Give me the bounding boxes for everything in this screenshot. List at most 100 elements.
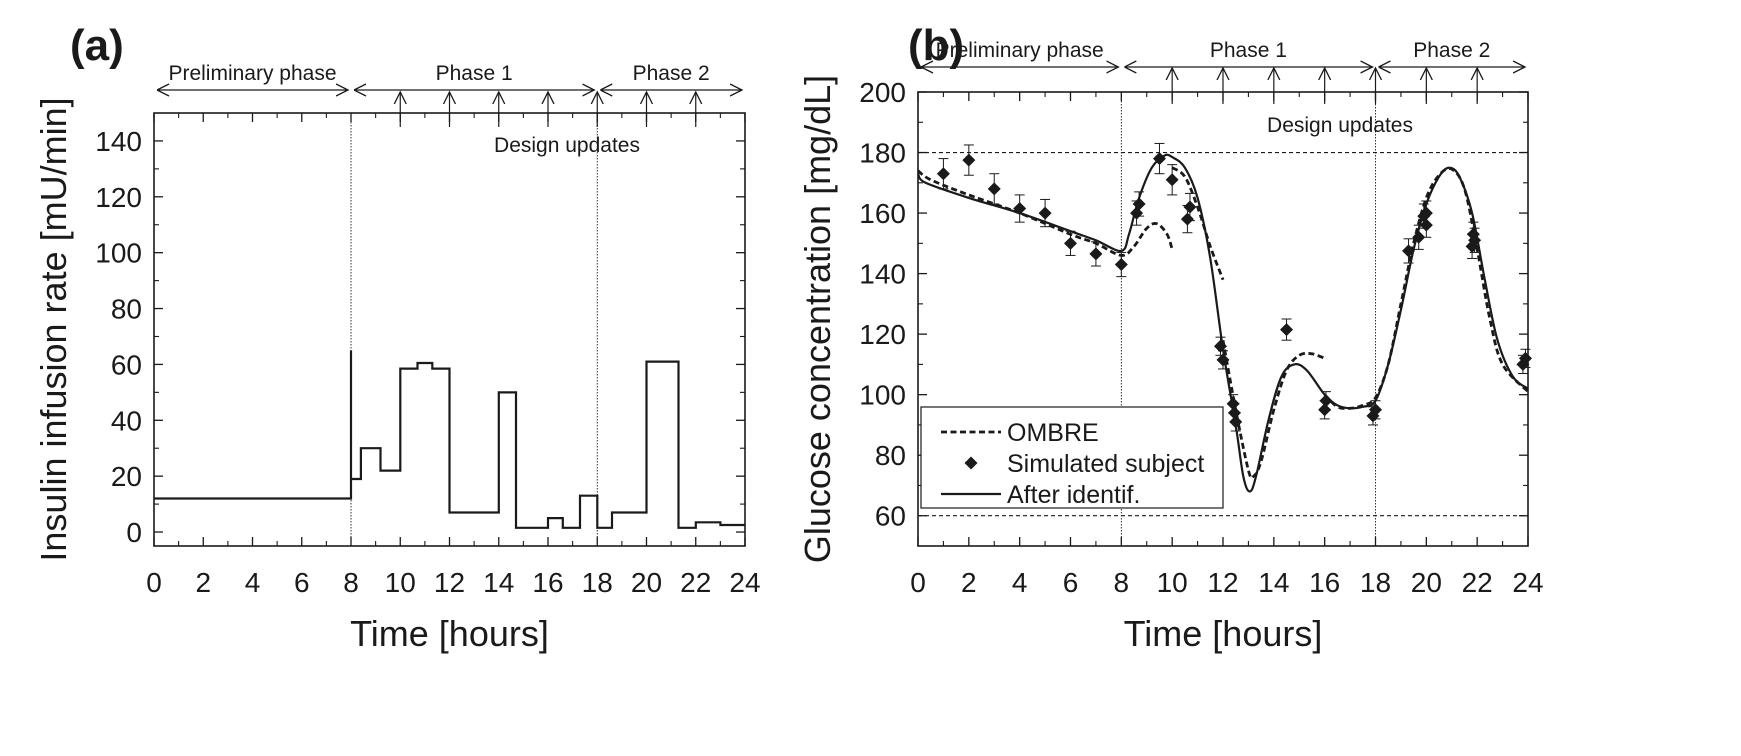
p1-ytick-label-0: 60 — [875, 501, 906, 532]
simulated-subject-point-24 — [1402, 238, 1416, 264]
ombre-curve-segment-0 — [917, 169, 1174, 257]
p0-ytick-label-7: 140 — [95, 126, 142, 157]
diamond-marker — [1468, 233, 1482, 247]
p1-phase-label-1: Phase 1 — [1210, 39, 1287, 62]
p0-xtick-label-9: 18 — [582, 567, 613, 598]
ombre-curve-segment-1 — [1171, 166, 1225, 281]
diamond-marker — [1369, 403, 1382, 417]
simulated-subject-point-3 — [1013, 194, 1027, 223]
p1-xtick-label-12: 24 — [1512, 567, 1543, 598]
diamond-marker — [1064, 236, 1077, 250]
p1-xtick-label-5: 10 — [1157, 567, 1188, 598]
p1-ytick-label-7: 200 — [859, 77, 906, 108]
diamond-marker — [1130, 206, 1144, 220]
p1-ytick-label-3: 120 — [859, 319, 906, 350]
diamond-marker — [1180, 212, 1194, 226]
diamond-marker — [1114, 258, 1128, 272]
p1-phase-label-2: Phase 2 — [1413, 39, 1490, 62]
p1-xtick-label-8: 16 — [1309, 567, 1340, 598]
p1-ytick-label-2: 100 — [859, 380, 906, 411]
p0-phase-label-2: Phase 2 — [633, 62, 710, 85]
p0-xtick-label-11: 22 — [680, 567, 711, 598]
diamond-marker — [1280, 323, 1294, 337]
p1-ytick-label-5: 160 — [859, 198, 906, 229]
legend-label-2: After identif. — [1007, 481, 1140, 509]
simulated-subject-point-2 — [987, 173, 1001, 205]
simulated-subject-point-9 — [1132, 191, 1146, 217]
p0-ytick-label-1: 20 — [111, 461, 142, 492]
simulated-subject-point-14 — [1213, 336, 1227, 356]
simulated-subject-point-0 — [936, 158, 950, 190]
diamond-marker — [1229, 415, 1243, 429]
simulated-subject-point-4 — [1038, 198, 1052, 228]
p1-xtick-label-11: 22 — [1462, 567, 1493, 598]
simulated-subject-point-28 — [1419, 200, 1433, 226]
p0-ytick-label-4: 80 — [111, 294, 142, 325]
ombre-curve-segment-2 — [1221, 339, 1326, 480]
simulated-subject-point-7 — [1114, 251, 1128, 278]
diamond-marker — [1038, 206, 1052, 220]
p1-ytick-label-6: 180 — [859, 138, 906, 169]
p0-x-axis-title: Time [hours] — [350, 613, 549, 654]
diamond-marker — [962, 153, 976, 167]
p0-xtick-label-8: 16 — [532, 567, 563, 598]
p1-xtick-label-10: 20 — [1411, 567, 1442, 598]
simulated-subject-point-6 — [1089, 241, 1103, 267]
legend: OMBRE Simulated subject After identif. — [920, 406, 1224, 509]
p0-xtick-label-3: 6 — [294, 567, 310, 598]
diamond-marker — [1013, 202, 1027, 216]
diamond-marker — [987, 182, 1001, 196]
panel-b: (b) 0 2 4 6 8 10 12 14 16 18 20 22 24608010012014016… — [797, 21, 1544, 654]
diamond-marker — [1152, 152, 1166, 166]
p0-ytick-label-5: 100 — [95, 238, 142, 269]
legend-label-0: OMBRE — [1007, 419, 1099, 447]
p0-design-updates-label: Design updates — [494, 134, 640, 157]
p1-xtick-label-2: 4 — [1012, 567, 1028, 598]
simulated-subject-point-5 — [1064, 230, 1077, 256]
p1-xtick-label-6: 12 — [1207, 567, 1238, 598]
diamond-marker — [1165, 173, 1179, 187]
p0-phase-label-1: Phase 1 — [436, 62, 513, 85]
p1-phase-label-0: Preliminary phase — [936, 39, 1104, 62]
diamond-marker — [1402, 244, 1416, 258]
panel-a: (a) 0 2 4 6 8 10 12 14 16 18 20 22 24020406080100120… — [33, 21, 761, 654]
diamond-marker — [1412, 230, 1426, 244]
p1-ytick-label-1: 80 — [875, 440, 906, 471]
simulated-subject-point-23 — [1369, 400, 1382, 420]
p1-y-axis-title: Glucose concentration [mg/dL] — [797, 75, 838, 563]
simulated-subject-point-18 — [1229, 412, 1243, 432]
p1-xtick-label-0: 0 — [910, 567, 926, 598]
p0-xtick-label-10: 20 — [631, 567, 662, 598]
legend-label-1: Simulated subject — [1007, 450, 1204, 478]
insulin-infusion-profile — [154, 350, 745, 529]
simulated-subject-point-31 — [1468, 227, 1482, 253]
simulated-subject-point-15 — [1216, 350, 1230, 370]
panel-a-label: (a) — [70, 21, 124, 70]
simulated-subject-point-33 — [1518, 348, 1532, 368]
p0-xtick-label-1: 2 — [195, 567, 211, 598]
diamond-marker — [1213, 339, 1227, 353]
diamond-marker — [936, 167, 950, 181]
diamond-marker — [1419, 206, 1433, 220]
simulated-subject-point-1 — [962, 144, 976, 176]
p1-design-updates-label: Design updates — [1267, 114, 1413, 137]
p1-xtick-label-4: 8 — [1114, 567, 1130, 598]
p0-ytick-label-6: 120 — [95, 182, 142, 213]
p1-xtick-label-9: 18 — [1360, 567, 1391, 598]
p0-ytick-label-2: 40 — [111, 405, 142, 436]
simulated-subject-point-21 — [1319, 391, 1333, 411]
diamond-marker — [1183, 200, 1197, 214]
diamond-marker — [1518, 351, 1532, 365]
p0-xtick-label-12: 24 — [729, 567, 760, 598]
diamond-marker — [1319, 394, 1333, 408]
p1-xtick-label-1: 2 — [961, 567, 977, 598]
p0-phase-label-0: Preliminary phase — [168, 62, 336, 85]
p1-xtick-label-3: 6 — [1063, 567, 1079, 598]
p0-ytick-label-3: 60 — [111, 349, 142, 380]
p0-y-axis-title: Insulin infusion rate [mU/min] — [33, 97, 74, 561]
p0-xtick-label-4: 8 — [343, 567, 359, 598]
diamond-marker — [1089, 247, 1103, 261]
p1-ytick-label-4: 140 — [859, 259, 906, 290]
p0-xtick-label-5: 10 — [385, 567, 416, 598]
